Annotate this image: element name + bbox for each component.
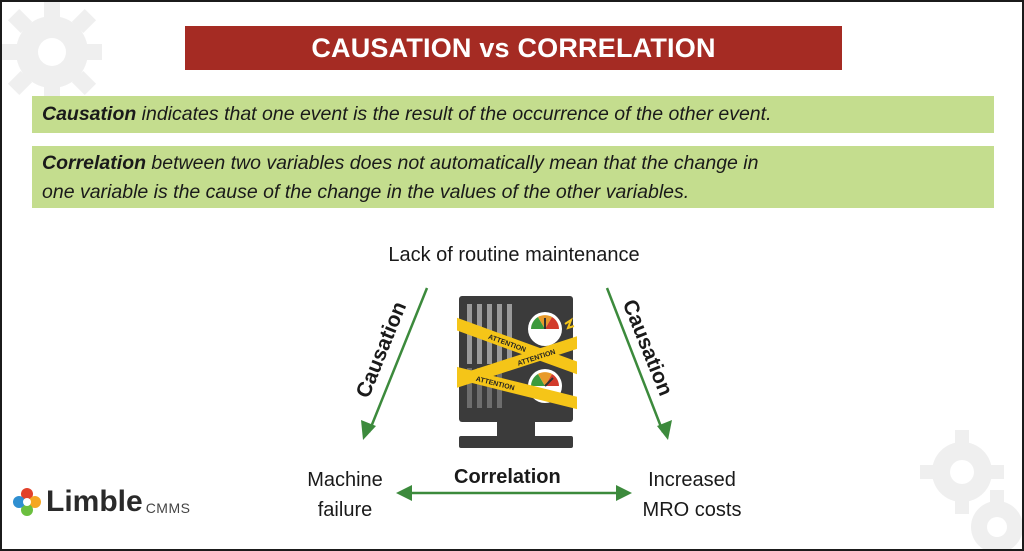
left-node-line2: failure (317, 499, 373, 521)
causation-term: Causation (42, 103, 137, 125)
causation-arrowhead-right (657, 420, 672, 440)
left-node-line1: Machine (307, 469, 383, 491)
right-node-line1: Increased (648, 469, 736, 491)
limble-logo: Limble CMMS (12, 487, 190, 517)
gear-background-top-left-icon (2, 2, 102, 102)
limble-flower-icon (13, 488, 41, 516)
correlation-text-line2: one variable is the cause of the change … (42, 181, 690, 203)
correlation-definition: Correlation between two variables does n… (32, 146, 994, 208)
correlation-term: Correlation (42, 152, 147, 174)
causation-arrowhead-left (361, 420, 376, 440)
right-node-label: Increased MRO costs (622, 465, 762, 525)
left-node-label: Machine failure (280, 465, 410, 525)
correlation-text-line1: between two variables does not automatic… (146, 152, 759, 174)
causation-arrow-left (367, 287, 429, 433)
gauge-top-icon (528, 312, 562, 346)
gear-background-bottom-right-icon (920, 430, 1022, 549)
correlation-label: Correlation (454, 466, 561, 488)
broken-machine-illustration: ATTENTION ATTENTION ATTENTION (457, 296, 577, 448)
correlation-arrowhead-left (396, 485, 412, 501)
causation-definition: Causation indicates that one event is th… (32, 96, 994, 133)
top-node-label: Lack of routine maintenance (388, 244, 640, 266)
correlation-arrowhead-right (616, 485, 632, 501)
logo-suffix: CMMS (145, 500, 191, 516)
causation-text: indicates that one event is the result o… (136, 103, 772, 125)
causation-arrow-right (605, 287, 665, 433)
logo-name: Limble (46, 485, 143, 518)
page-title: CAUSATION vs CORRELATION (185, 26, 842, 70)
right-node-line2: MRO costs (642, 499, 742, 521)
